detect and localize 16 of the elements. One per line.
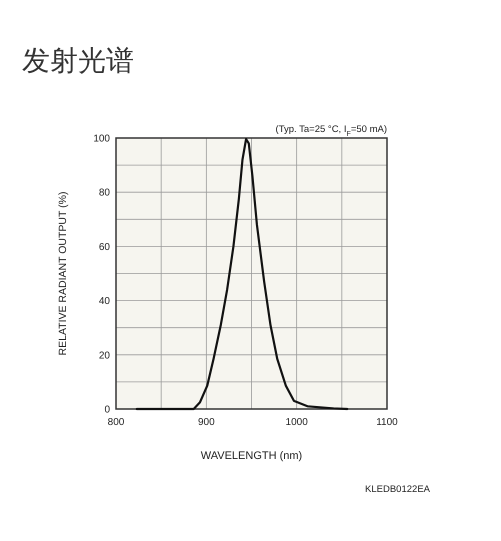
x-tick-label: 1100 — [376, 417, 398, 428]
x-axis-title: WAVELENGTH (nm) — [200, 450, 302, 462]
y-tick-label: 80 — [98, 188, 110, 199]
y-axis-title: RELATIVE RADIANT OUTPUT (%) — [57, 192, 69, 356]
line-series — [136, 138, 348, 410]
y-tick-label: 100 — [93, 134, 110, 144]
y-tick-label: 20 — [98, 350, 110, 362]
chart-title: 发射光谱 — [22, 45, 134, 76]
y-tick-label: 40 — [98, 296, 110, 308]
x-tick-label: 900 — [198, 417, 216, 428]
x-tick-label: 800 — [108, 417, 125, 428]
y-tick-label: 60 — [98, 242, 110, 253]
x-tick-label: 1000 — [286, 417, 308, 428]
text: (Typ. Ta=25 °C, I$_{F}$=50 mA) — [276, 124, 387, 138]
text: KLEDB0122EA — [365, 484, 431, 495]
y-tick-label: 0 — [104, 404, 110, 416]
